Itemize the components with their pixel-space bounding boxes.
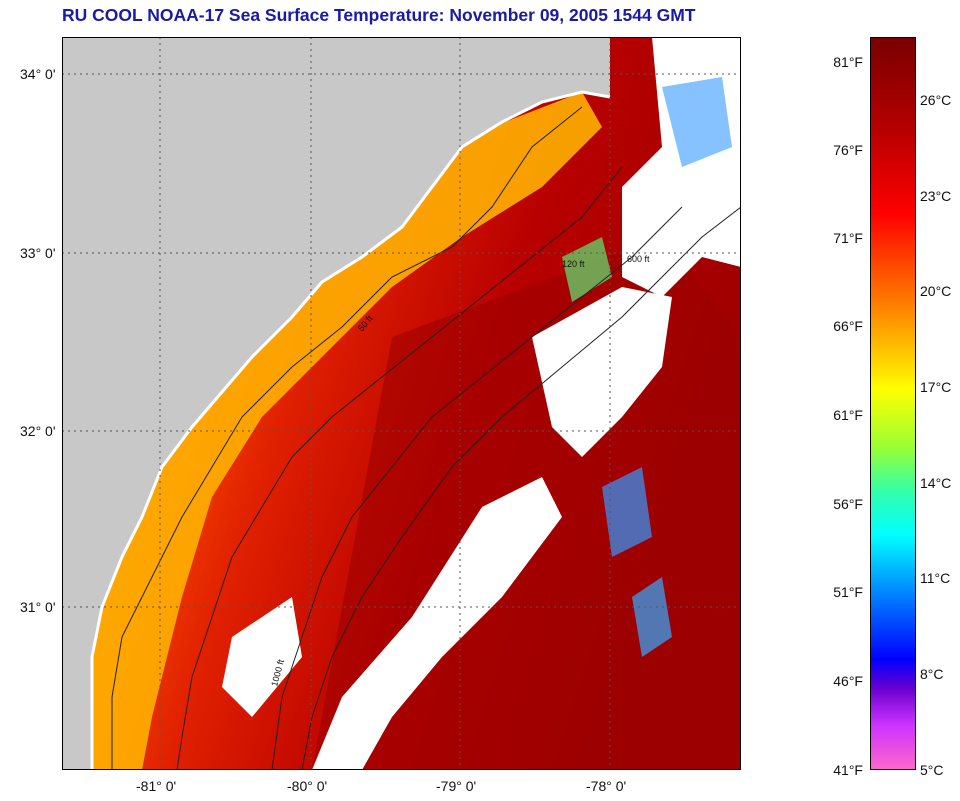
lon-label-78: -78° 0' [586, 778, 627, 794]
colorbar-label-46f: 46°F [833, 673, 863, 689]
colorbar-label-81f: 81°F [833, 54, 863, 70]
colorbar-label-5c: 5°C [920, 762, 944, 778]
colorbar-label-71f: 71°F [833, 230, 863, 246]
lon-label-80: -80° 0' [287, 778, 328, 794]
cool-eddy-2 [602, 467, 652, 557]
contour-1000ft [301, 206, 741, 770]
colorbar-label-11c: 11°C [920, 570, 951, 586]
cool-eddy-1 [562, 237, 612, 302]
contour-600ft [271, 206, 683, 770]
cloud-patch-south [312, 477, 562, 770]
contour-120ft [176, 166, 623, 770]
temperature-colorbar [870, 37, 916, 770]
map-title: RU COOL NOAA-17 Sea Surface Temperature:… [62, 5, 696, 25]
colorbar-label-76f: 76°F [833, 142, 863, 158]
contour-label-600ft: 600 ft [627, 254, 650, 264]
colorbar-label-20c: 20°C [920, 283, 952, 299]
colorbar-label-66f: 66°F [833, 318, 863, 334]
lat-label-34: 34° 0' [20, 66, 56, 82]
colorbar-label-8c: 8°C [920, 666, 944, 682]
land-area [62, 37, 610, 770]
lon-label-79: -79° 0' [436, 778, 477, 794]
colorbar-label-61f: 61°F [833, 407, 863, 423]
cool-eddy-3 [632, 577, 672, 657]
lat-label-33: 33° 0' [20, 245, 56, 261]
graticule [62, 37, 741, 770]
colorbar-label-14c: 14°C [920, 475, 952, 491]
coastline [90, 90, 611, 770]
cloud-patch-middle [532, 287, 672, 457]
cloud-patch-southwest [222, 597, 302, 717]
colorbar-label-56f: 56°F [833, 496, 863, 512]
cool-eddy-4 [662, 77, 732, 167]
map-border [62, 37, 741, 770]
lat-label-31: 31° 0' [20, 599, 56, 615]
colorbar-label-51f: 51°F [833, 584, 863, 600]
sst-map-canvas: 50 ft 120 ft 600 ft 1000 ft [62, 37, 741, 770]
lat-label-32: 32° 0' [20, 423, 56, 439]
sst-map: 50 ft 120 ft 600 ft 1000 ft [62, 37, 741, 770]
colorbar-label-23c: 23°C [920, 188, 952, 204]
colorbar-label-17c: 17°C [920, 379, 952, 395]
colorbar-label-41f: 41°F [833, 762, 863, 778]
colorbar-label-26c: 26°C [920, 92, 952, 108]
contour-label-120ft: 120 ft [562, 259, 585, 269]
lon-label-81: -81° 0' [136, 778, 177, 794]
contour-50ft [111, 106, 583, 770]
